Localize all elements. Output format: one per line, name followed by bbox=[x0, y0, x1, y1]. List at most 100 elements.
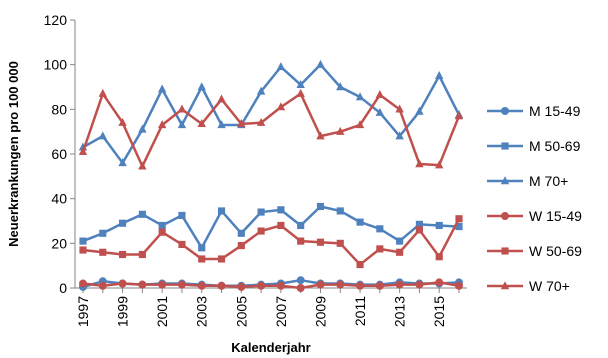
data-point bbox=[376, 225, 384, 233]
data-point bbox=[119, 250, 127, 259]
data-point bbox=[217, 281, 226, 290]
data-point bbox=[415, 106, 424, 115]
data-point bbox=[336, 82, 345, 91]
data-point bbox=[415, 280, 424, 289]
data-point bbox=[435, 160, 444, 169]
data-point bbox=[256, 86, 266, 95]
data-point bbox=[395, 280, 404, 289]
data-point bbox=[217, 94, 226, 103]
x-tick-label: 2011 bbox=[352, 296, 368, 326]
data-point bbox=[118, 117, 127, 126]
x-tick-label: 2003 bbox=[194, 296, 210, 327]
data-point bbox=[257, 281, 266, 290]
data-point bbox=[297, 237, 305, 245]
data-point bbox=[296, 79, 305, 88]
data-point bbox=[217, 255, 226, 263]
series-line bbox=[81, 92, 461, 168]
data-point bbox=[376, 245, 384, 253]
legend-item: W 15-49 bbox=[487, 208, 582, 224]
data-point bbox=[395, 131, 404, 140]
data-point bbox=[237, 229, 245, 237]
data-point bbox=[435, 221, 443, 230]
legend: M 15-49 M 50-69 M 70+ W 15-49 W 50-69 W 70+ bbox=[487, 103, 582, 294]
y-axis-title: Neuerkrankungen pro 100 000 bbox=[6, 61, 21, 247]
data-point bbox=[297, 221, 305, 230]
series-m-50-69 bbox=[79, 202, 463, 252]
plot-area: 0 20 40 60 80 100 120 1997 1999 2001 2003 2005 2007… bbox=[44, 12, 467, 327]
x-tick-label: 1999 bbox=[115, 296, 131, 327]
data-point bbox=[198, 244, 206, 252]
data-point bbox=[435, 71, 444, 80]
series-layer bbox=[78, 59, 464, 292]
data-point bbox=[158, 228, 166, 236]
data-point bbox=[237, 282, 246, 291]
data-point bbox=[257, 208, 265, 216]
legend-label: W 50-69 bbox=[529, 243, 582, 259]
data-point bbox=[455, 281, 463, 290]
data-point bbox=[396, 248, 404, 256]
data-point bbox=[336, 207, 344, 215]
data-point bbox=[276, 281, 285, 290]
series-m-70- bbox=[78, 59, 464, 167]
data-point bbox=[375, 281, 384, 290]
data-point bbox=[197, 281, 206, 290]
legend-item: M 15-49 bbox=[487, 103, 581, 119]
y-tick-label: 80 bbox=[51, 101, 67, 117]
data-point bbox=[99, 248, 107, 256]
y-tick-label: 0 bbox=[59, 280, 67, 296]
data-point bbox=[296, 88, 305, 97]
data-point bbox=[118, 158, 127, 167]
data-point bbox=[356, 218, 364, 226]
data-point bbox=[375, 107, 385, 116]
data-point bbox=[99, 229, 107, 237]
data-point bbox=[356, 281, 365, 290]
x-axis-ticks: 1997 1999 2001 2003 2005 2007 2009 2011 2013 2015 bbox=[75, 288, 460, 327]
data-point bbox=[501, 247, 509, 255]
data-point bbox=[217, 207, 226, 215]
data-point bbox=[98, 131, 107, 140]
data-point bbox=[237, 119, 246, 128]
data-point bbox=[237, 241, 245, 250]
x-axis-title: Kalenderjahr bbox=[231, 340, 310, 355]
data-point bbox=[277, 206, 285, 214]
data-point bbox=[78, 146, 88, 155]
data-point bbox=[355, 92, 365, 101]
data-point bbox=[296, 276, 305, 285]
legend-label: M 15-49 bbox=[529, 103, 581, 119]
x-tick-label: 2005 bbox=[233, 296, 249, 327]
data-point bbox=[415, 159, 424, 168]
x-tick-label: 2001 bbox=[154, 296, 170, 327]
data-point bbox=[316, 202, 325, 211]
data-point bbox=[256, 117, 266, 126]
data-point bbox=[415, 226, 423, 234]
x-tick-label: 2009 bbox=[312, 296, 328, 327]
data-point bbox=[197, 82, 206, 91]
x-tick-label: 2013 bbox=[392, 296, 408, 327]
data-point bbox=[396, 237, 404, 245]
legend-label: W 70+ bbox=[529, 278, 570, 294]
x-tick-label: 2015 bbox=[431, 296, 447, 327]
data-point bbox=[500, 176, 510, 185]
data-point bbox=[157, 120, 167, 129]
data-point bbox=[501, 107, 509, 115]
y-tick-label: 40 bbox=[51, 191, 67, 207]
data-point bbox=[316, 238, 325, 246]
data-point bbox=[336, 280, 345, 289]
legend-item: M 70+ bbox=[487, 173, 568, 189]
data-point bbox=[158, 221, 166, 230]
data-point bbox=[455, 223, 463, 231]
data-point bbox=[197, 119, 206, 128]
data-point bbox=[257, 227, 265, 235]
data-point bbox=[138, 210, 146, 218]
data-point bbox=[79, 246, 87, 254]
legend-item: W 50-69 bbox=[487, 243, 582, 259]
data-point bbox=[157, 84, 167, 93]
data-point bbox=[138, 250, 146, 259]
data-point bbox=[178, 240, 186, 249]
data-point bbox=[98, 281, 107, 290]
legend-label: M 70+ bbox=[529, 173, 568, 189]
y-tick-label: 60 bbox=[51, 146, 67, 162]
data-point bbox=[501, 142, 509, 150]
y-tick-label: 120 bbox=[44, 12, 68, 28]
